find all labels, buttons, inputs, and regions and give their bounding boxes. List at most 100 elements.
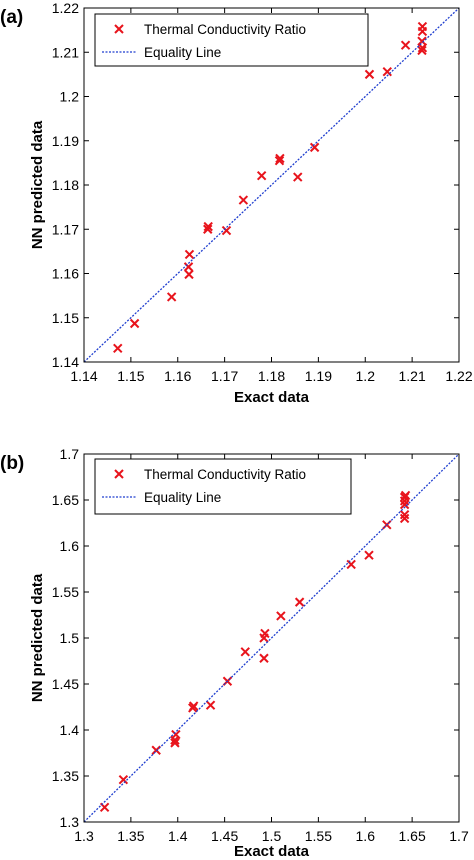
y-tick-label: 1.6 xyxy=(60,538,80,554)
y-tick-label: 1.17 xyxy=(52,221,79,237)
x-tick-marks: 1.3 1.35 1.4 1.45 1.5 1.55 1.6 1.65 1.7 xyxy=(74,454,469,844)
data-point xyxy=(382,67,392,77)
data-point xyxy=(129,318,140,329)
y-tick-label: 1.16 xyxy=(52,266,79,282)
data-point xyxy=(417,21,428,32)
data-point xyxy=(221,225,232,236)
x-tick-label: 1.16 xyxy=(164,368,191,384)
y-tick-label: 1.35 xyxy=(52,768,79,784)
data-point xyxy=(203,221,213,232)
legend-cross xyxy=(114,469,124,479)
legend-box xyxy=(94,13,369,67)
x-axis-title: Exact data xyxy=(234,389,310,406)
data-point xyxy=(417,36,427,46)
x-tick-label: 1.35 xyxy=(117,828,144,844)
y-tick-label: 1.45 xyxy=(52,676,79,692)
data-point xyxy=(205,700,216,710)
scatter-points xyxy=(99,490,411,812)
data-point xyxy=(188,701,199,711)
data-point xyxy=(400,490,411,501)
data-point xyxy=(274,155,285,166)
y-tick-label: 1.21 xyxy=(52,44,79,60)
y-tick-marks: 1.3 1.35 1.4 1.45 1.5 1.55 1.6 1.65 1.7 xyxy=(52,446,459,830)
x-tick-label: 1.21 xyxy=(399,368,426,384)
data-point xyxy=(364,550,374,560)
legend-label-thermal-conductivity-ratio: Thermal Conductivity Ratio xyxy=(144,467,306,482)
data-point xyxy=(259,653,269,663)
data-point xyxy=(171,729,181,740)
x-tick-label: 1.3 xyxy=(74,828,94,844)
data-point xyxy=(294,597,305,607)
y-tick-label: 1.22 xyxy=(52,0,79,16)
data-point xyxy=(183,262,194,272)
equality-line xyxy=(83,453,460,823)
legend-marker-x-icon xyxy=(114,469,124,479)
data-point xyxy=(118,774,129,785)
data-point xyxy=(166,292,177,302)
legend: Thermal Conductivity Ratio Equality Line xyxy=(94,458,352,515)
y-tick-label: 1.2 xyxy=(60,89,80,105)
legend-box xyxy=(94,458,352,515)
y-tick-label: 1.15 xyxy=(52,310,79,326)
x-tick-label: 1.19 xyxy=(305,368,332,384)
data-point xyxy=(184,249,195,260)
data-point xyxy=(275,153,285,164)
data-point xyxy=(238,195,249,205)
x-tick-label: 1.15 xyxy=(117,368,144,384)
data-point xyxy=(293,172,303,182)
y-tick-label: 1.4 xyxy=(60,722,80,738)
x-tick-label: 1.22 xyxy=(445,368,472,384)
data-point xyxy=(417,45,427,56)
data-point xyxy=(399,510,410,520)
legend-marker-x-icon xyxy=(114,24,124,34)
y-tick-label: 1.5 xyxy=(60,630,80,646)
x-tick-label: 1.45 xyxy=(211,828,238,844)
x-tick-label: 1.4 xyxy=(168,828,188,844)
data-point xyxy=(203,224,213,234)
y-tick-label: 1.55 xyxy=(52,584,79,600)
y-tick-label: 1.7 xyxy=(60,446,80,462)
y-tick-label: 1.14 xyxy=(52,354,79,370)
data-point xyxy=(309,142,320,153)
x-tick-label: 1.5 xyxy=(262,828,282,844)
data-point xyxy=(399,513,410,524)
x-tick-label: 1.18 xyxy=(258,368,285,384)
legend-label-thermal-conductivity-ratio: Thermal Conductivity Ratio xyxy=(144,22,306,37)
chart-panel-a: (a) 1.14 1.15 1.16 1.17 1.18 1.19 1.2 1.21 1.22 … xyxy=(0,0,473,406)
data-point xyxy=(240,647,250,657)
chart-panel-b: (b) 1.3 1.35 1.4 1.45 1.5 1.55 1.6 1.65 1.7 1.31… xyxy=(0,446,469,860)
legend-label-equality-line: Equality Line xyxy=(144,45,221,60)
x-tick-label: 1.14 xyxy=(70,368,97,384)
data-point xyxy=(256,171,267,181)
data-point xyxy=(184,269,194,280)
scatter-points xyxy=(113,21,428,353)
x-tick-marks: 1.14 1.15 1.16 1.17 1.18 1.19 1.2 1.21 1.22 xyxy=(70,8,473,384)
panel-label: (b) xyxy=(0,453,24,474)
y-tick-label: 1.65 xyxy=(52,492,79,508)
legend-cross xyxy=(114,24,124,34)
legend-label-equality-line: Equality Line xyxy=(144,490,221,505)
x-tick-label: 1.55 xyxy=(305,828,332,844)
data-point xyxy=(260,628,270,639)
x-tick-label: 1.17 xyxy=(211,368,238,384)
panel-label: (a) xyxy=(0,7,23,28)
y-tick-label: 1.3 xyxy=(60,814,80,830)
equality-line xyxy=(83,7,460,363)
x-tick-label: 1.6 xyxy=(356,828,376,844)
y-tick-label: 1.18 xyxy=(52,177,79,193)
y-axis-title: NN predicted data xyxy=(29,573,46,702)
x-tick-label: 1.65 xyxy=(399,828,426,844)
data-point xyxy=(399,499,410,510)
x-axis-title: Exact data xyxy=(234,843,310,860)
y-axis-title: NN predicted data xyxy=(29,120,46,249)
data-point xyxy=(276,611,286,621)
x-tick-label: 1.7 xyxy=(449,828,469,844)
y-tick-label: 1.19 xyxy=(52,133,79,149)
y-tick-marks: 1.14 1.15 1.16 1.17 1.18 1.19 1.2 1.21 1.22 xyxy=(52,0,459,370)
data-point xyxy=(400,40,411,50)
x-tick-label: 1.2 xyxy=(356,368,376,384)
data-point xyxy=(113,343,123,353)
data-point xyxy=(364,69,375,80)
